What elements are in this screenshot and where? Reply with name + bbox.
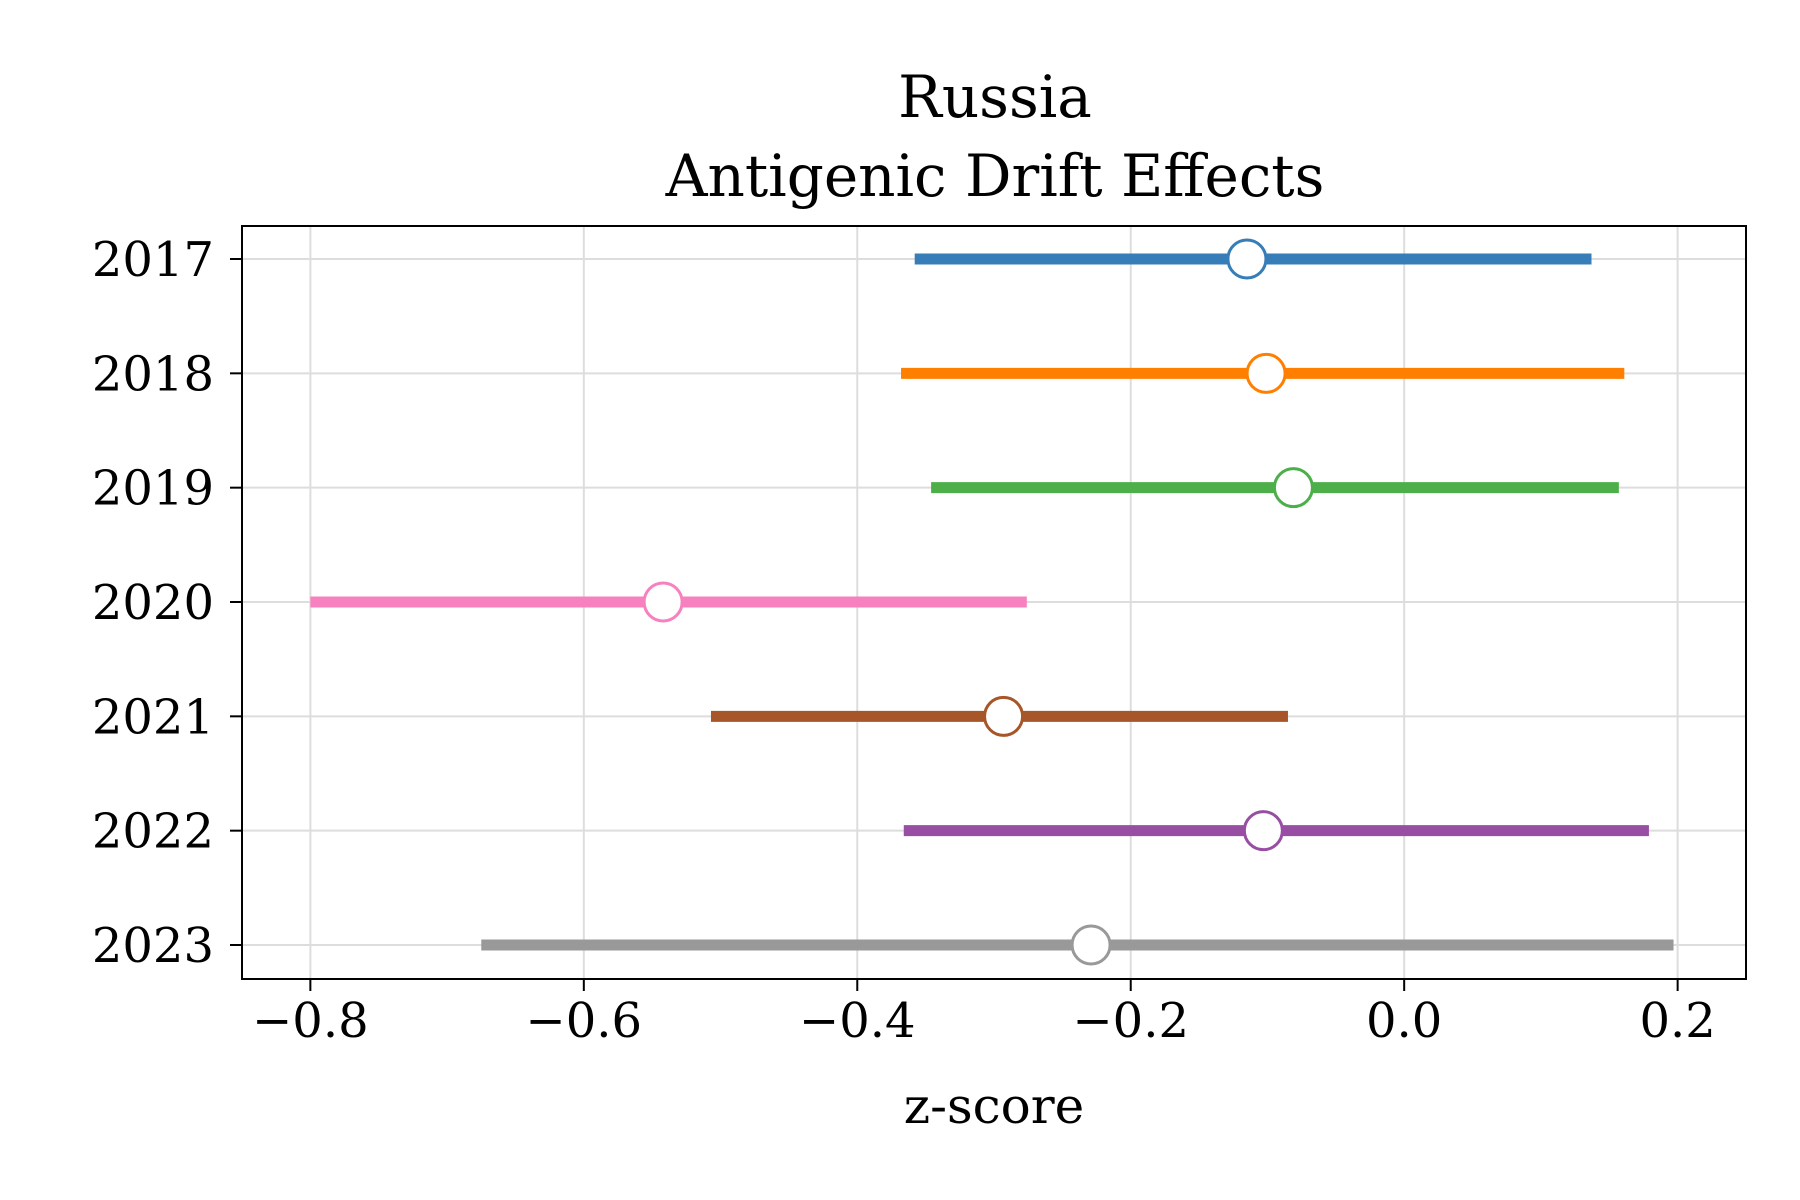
axes: −0.8 −0.6 −0.4 −0.2 0.0 0.2 2017 2018 2019 2020 20…	[92, 232, 1716, 1049]
x-tick-label: 0.2	[1639, 993, 1715, 1049]
estimate-point-2022	[1242, 810, 1284, 852]
plot-marks	[310, 238, 1674, 966]
x-tick-label: −0.6	[526, 993, 643, 1049]
y-tick-label: 2018	[92, 346, 214, 402]
x-tick-label: −0.4	[799, 993, 916, 1049]
x-tick-label: −0.8	[252, 993, 369, 1049]
chart-title-line-1: Russia	[898, 63, 1092, 131]
x-axis-label: z-score	[904, 1077, 1085, 1135]
estimate-point-2021	[983, 695, 1025, 737]
y-tick-label: 2020	[92, 575, 214, 631]
estimate-point-2020	[642, 581, 684, 623]
y-tick-label: 2022	[92, 804, 214, 860]
x-tick-label: −0.2	[1072, 993, 1189, 1049]
x-tick-label: 0.0	[1366, 993, 1442, 1049]
estimate-point-2019	[1272, 467, 1314, 509]
estimate-point-2017	[1226, 238, 1268, 280]
y-tick-label: 2021	[92, 689, 214, 745]
y-tick-label: 2019	[92, 461, 214, 517]
estimate-point-2023	[1070, 924, 1112, 966]
y-tick-label: 2017	[92, 232, 214, 288]
y-tick-label: 2023	[92, 918, 214, 974]
chart-title-line-2: Antigenic Drift Effects	[665, 142, 1325, 210]
estimate-point-2018	[1245, 352, 1287, 394]
